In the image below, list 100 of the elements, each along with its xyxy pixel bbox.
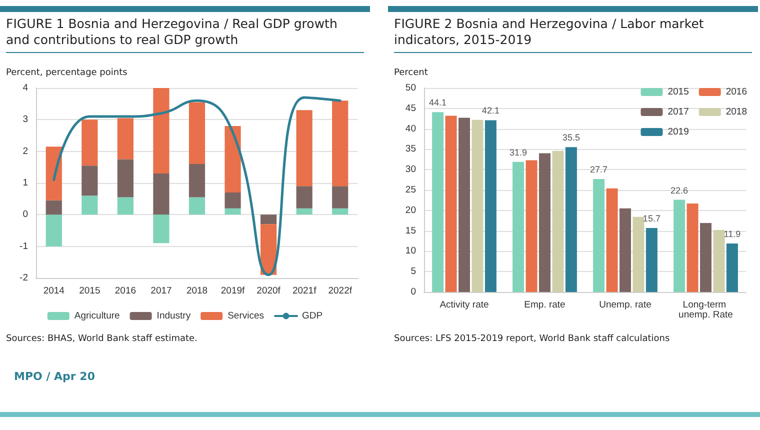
y-tick-label: 5 (410, 266, 416, 278)
x-tick-label: 2021f (292, 286, 317, 296)
bar (332, 100, 348, 186)
bar (686, 203, 698, 292)
x-tick-label: 2016 (114, 286, 136, 296)
x-tick-label: 2015 (79, 286, 100, 296)
data-label: 27.7 (590, 164, 608, 174)
source-note: Sources: LFS 2015-2019 report, World Bank staff calculations (394, 334, 670, 344)
bar (700, 223, 712, 292)
bar (260, 214, 277, 224)
data-label: 35.5 (562, 132, 580, 143)
x-tick-label: 2017 (150, 286, 172, 296)
bar (117, 118, 134, 160)
bar (296, 110, 312, 186)
data-label: 42.1 (482, 106, 500, 116)
bar (632, 216, 644, 292)
bar (188, 102, 206, 164)
bar (188, 197, 206, 215)
chart-title: FIGURE 2 Bosnia and Herzegovina / Labor market indicators, 2015-2019 (394, 16, 752, 53)
legend-label: 2015 (668, 86, 689, 98)
line-series (52, 96, 342, 276)
y-tick-label: 3 (22, 114, 28, 126)
bar (46, 146, 62, 200)
y-tick-label: -1 (20, 240, 28, 252)
y-tick-label: -2 (20, 272, 28, 284)
legend-label: Services (228, 310, 264, 322)
bar (260, 224, 277, 275)
y-tick-label: 20 (405, 204, 416, 216)
data-label: 22.6 (670, 185, 688, 196)
x-tick-label: Long-term unemp. Rate (678, 300, 733, 320)
bar (539, 153, 550, 292)
y-tick-label: 30 (405, 164, 416, 176)
chart-title: FIGURE 1 Bosnia and Herzegovina / Real GDP growth and contributions to real GDP growth (6, 16, 364, 53)
bar (445, 116, 457, 292)
bar (606, 188, 618, 292)
bar (82, 120, 98, 166)
y-tick-label: 10 (405, 246, 416, 257)
legend-label: 2018 (726, 106, 748, 118)
source-note: Sources: BHAS, World Bank staff estimate. (6, 334, 198, 344)
bar (593, 178, 605, 292)
bar (432, 112, 444, 292)
bar (458, 118, 470, 292)
y-tick-label: 2 (22, 146, 28, 157)
x-tick-label: 2019f (220, 286, 246, 296)
y-tick-label: 0 (22, 209, 28, 220)
y-tick-label: 4 (22, 82, 28, 94)
bar (332, 208, 348, 215)
bar (46, 200, 62, 215)
y-axis-title: Percent, percentage points (6, 68, 128, 78)
bar (153, 214, 170, 244)
y-tick-label: 35 (405, 144, 416, 155)
bar (224, 192, 241, 208)
bar (713, 230, 725, 292)
bar (224, 126, 241, 192)
bar (472, 120, 484, 292)
bar (552, 150, 564, 292)
y-tick-label: 50 (405, 82, 416, 94)
bar (153, 174, 170, 215)
bar (296, 208, 312, 215)
bar (620, 208, 631, 292)
bar (153, 88, 170, 174)
data-label: 11.9 (724, 228, 741, 239)
bar (296, 186, 312, 208)
bar (646, 228, 658, 292)
x-tick-label: Emp. rate (524, 300, 566, 310)
y-tick-label: 40 (405, 123, 416, 134)
data-label: 31.9 (510, 147, 528, 158)
x-tick-label: 2020f (256, 286, 281, 296)
legend-label: 2017 (668, 106, 689, 118)
bar (512, 162, 524, 292)
legend-label: Industry (156, 310, 191, 322)
bar (224, 208, 241, 215)
bar (565, 147, 577, 292)
data-label: 44.1 (429, 98, 447, 108)
y-tick-label: 1 (22, 178, 28, 188)
x-tick-label: 2014 (43, 286, 64, 296)
bar (82, 196, 98, 215)
bar (484, 120, 496, 292)
x-tick-label: Activity rate (440, 300, 489, 310)
x-tick-label: 2018 (186, 286, 208, 296)
data-label: 15.7 (642, 213, 660, 224)
legend-label: GDP (302, 310, 323, 322)
bar (726, 243, 738, 292)
bar (46, 214, 62, 246)
bar (332, 186, 348, 208)
legend-label: 2016 (726, 86, 748, 98)
bar (117, 197, 134, 215)
x-tick-label: 2022f (328, 286, 352, 296)
bar (526, 160, 538, 292)
bar (674, 200, 686, 292)
bar (188, 164, 206, 198)
x-tick-label: Unemp. rate (599, 300, 652, 310)
legend-label: Agriculture (74, 310, 120, 322)
y-tick-label: 45 (405, 102, 416, 114)
y-axis-title: Percent (394, 68, 428, 78)
legend-label: 2019 (668, 126, 689, 138)
y-tick-label: 15 (405, 225, 416, 236)
text: MPO / Apr 20 (14, 370, 95, 383)
bar (117, 159, 134, 198)
y-tick-label: 25 (405, 184, 416, 196)
